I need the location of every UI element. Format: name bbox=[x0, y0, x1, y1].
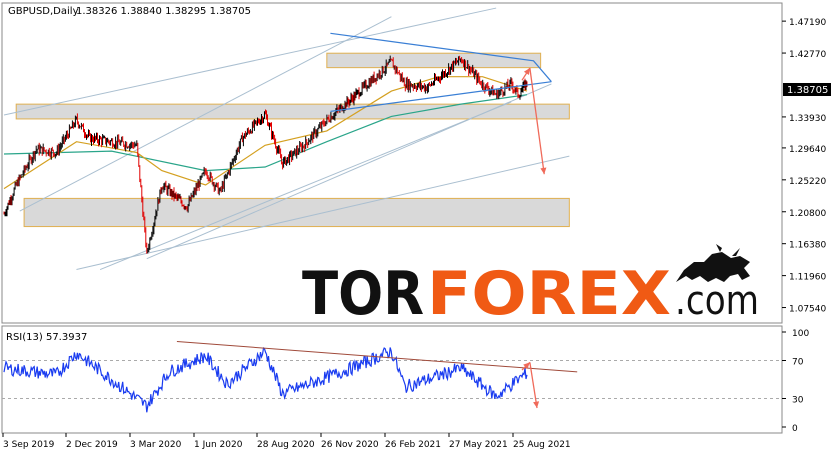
channel-line-2 bbox=[99, 101, 512, 271]
forecast-arrow-1 bbox=[529, 67, 545, 175]
zone-1 bbox=[15, 103, 570, 120]
trend-line-support bbox=[330, 81, 552, 112]
symbol-label: GBPUSD,Daily bbox=[8, 6, 79, 17]
rsi-axis: 100 70 30 0 bbox=[782, 329, 809, 434]
price-zones bbox=[15, 52, 570, 228]
rsi-panel bbox=[1, 325, 783, 434]
current-price-marker: 1.38705 bbox=[783, 83, 831, 96]
rsi-tick-label: 70 bbox=[792, 358, 804, 368]
trend-line-resistance bbox=[330, 32, 552, 83]
date-tick-label: 3 Sep 2019 bbox=[3, 440, 55, 450]
torforex-logo: TOR FOREX .com bbox=[302, 244, 759, 329]
price-tick-label: 1.20800 bbox=[789, 209, 826, 219]
forecast-arrow-1-head bbox=[540, 167, 547, 175]
rsi-label: RSI(13) 57.3937 bbox=[6, 332, 87, 343]
rsi-tick-label: 30 bbox=[792, 396, 804, 406]
date-tick-label: 26 Feb 2021 bbox=[385, 440, 441, 450]
rsi-tick-label: 0 bbox=[792, 424, 798, 434]
zone-2 bbox=[23, 197, 570, 228]
logo-com: .com bbox=[675, 278, 759, 324]
forecast-arrows bbox=[521, 67, 547, 175]
price-tick-label: 1.29640 bbox=[789, 145, 826, 155]
rsi-forecast-arrow-0-head bbox=[523, 362, 530, 369]
date-tick-label: 3 Mar 2020 bbox=[130, 440, 182, 450]
rsi-forecast-arrow-1-head bbox=[533, 401, 540, 408]
current-price-label: 1.38705 bbox=[787, 85, 828, 96]
logo-tor: TOR bbox=[302, 259, 424, 329]
price-tick-label: 1.11960 bbox=[789, 273, 826, 283]
logo-forex: FOREX bbox=[427, 259, 671, 329]
zone-0 bbox=[326, 52, 542, 69]
date-tick-label: 27 May 2021 bbox=[449, 440, 508, 450]
channel-line-1 bbox=[19, 16, 392, 212]
channel-line-0 bbox=[3, 7, 497, 116]
price-tick-label: 1.33930 bbox=[789, 114, 826, 124]
rsi-tick-label: 100 bbox=[792, 329, 809, 339]
channel-line-3 bbox=[146, 83, 552, 260]
rsi-trend-line-0 bbox=[176, 341, 578, 373]
channel-line-4 bbox=[76, 155, 570, 271]
rsi-trend bbox=[176, 341, 578, 409]
rsi-levels bbox=[2, 360, 782, 399]
ohlc-values: 1.38326 1.38840 1.38295 1.38705 bbox=[76, 6, 251, 17]
date-tick-label: 26 Nov 2020 bbox=[321, 440, 379, 450]
forecast-arrow-0-head bbox=[523, 68, 530, 75]
candles bbox=[3, 55, 528, 254]
price-tick-label: 1.25220 bbox=[789, 177, 826, 187]
trend-lines bbox=[330, 32, 552, 112]
price-tick-label: 1.07540 bbox=[789, 305, 826, 315]
date-tick-label: 28 Aug 2020 bbox=[257, 440, 315, 450]
date-tick-label: 25 Aug 2021 bbox=[513, 440, 571, 450]
rsi-series bbox=[3, 346, 528, 413]
rsi-line bbox=[3, 346, 528, 413]
price-tick-label: 1.16380 bbox=[789, 241, 826, 251]
price-axis: 1.47190 1.42770 1.33930 1.29640 1.25220 1.208… bbox=[782, 18, 826, 315]
rsi-forecast-arrow-1 bbox=[529, 362, 538, 409]
price-tick-label: 1.42770 bbox=[789, 50, 826, 60]
date-tick-label: 1 Jun 2020 bbox=[194, 440, 243, 450]
date-axis: 3 Sep 2019 2 Dec 2019 3 Mar 2020 1 Jun 2020… bbox=[2, 433, 571, 450]
price-tick-label: 1.47190 bbox=[789, 18, 826, 28]
channel-lines bbox=[3, 7, 570, 271]
date-tick-label: 2 Dec 2019 bbox=[66, 440, 118, 450]
bull-icon bbox=[676, 244, 750, 282]
